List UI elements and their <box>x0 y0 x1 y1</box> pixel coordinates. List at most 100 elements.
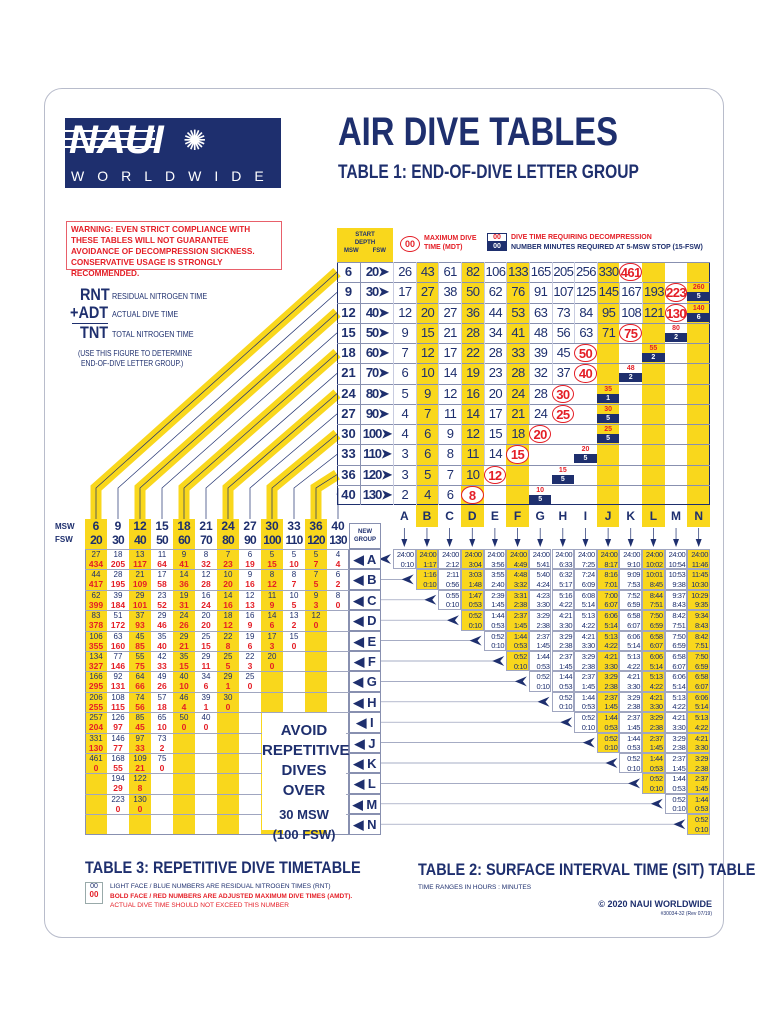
amdt-value: 58 <box>157 579 167 590</box>
sit-from: 0:52 <box>513 652 527 661</box>
connector-line <box>315 474 338 519</box>
depth-fsw: 80➤ <box>365 385 389 401</box>
deco-time: 20 <box>581 446 590 454</box>
diver-icon: ✺ <box>183 125 207 156</box>
legend-bold-text: BOLD FACE / RED NUMBERS ARE ADJUSTED MAX… <box>110 893 353 900</box>
sit-to: 6:09 <box>581 579 595 589</box>
fsw-label: FSW <box>55 535 73 544</box>
rnt-value: 134 <box>89 652 103 661</box>
sit-cell: 7:52 6:59 <box>619 589 643 611</box>
amdt-value: 21 <box>135 763 145 773</box>
row-divider <box>85 549 349 550</box>
amdt-value: 32 <box>201 559 211 569</box>
sit-from: 6:58 <box>649 631 663 641</box>
sit-from: 6:06 <box>649 652 663 661</box>
sit-to: 8:43 <box>672 600 686 610</box>
dive-time: 9 <box>438 424 461 445</box>
sit-cell: 3:29 2:38 <box>687 753 710 774</box>
sit-from: 24:00 <box>532 550 550 559</box>
dive-time: 133 <box>506 262 529 283</box>
rnt-value: 92 <box>113 672 123 682</box>
left-arrow-icon <box>628 778 641 789</box>
amdt-value: 4 <box>181 701 187 712</box>
rnt-value: 109 <box>133 754 147 763</box>
dive-time: 45 <box>551 343 575 364</box>
sit-cell: 4:23 3:30 <box>528 589 552 611</box>
amdt-value: 85 <box>135 640 145 651</box>
sit-cell: 24:00 4:49 <box>506 549 529 570</box>
sit-from: 0:52 <box>604 733 618 743</box>
sit-to: 6:07 <box>649 641 663 651</box>
sit-from: 0:52 <box>694 815 708 825</box>
rnt-value: 30 <box>223 692 233 702</box>
sit-from: 6:58 <box>627 611 641 621</box>
row-divider <box>85 712 349 714</box>
dive-time: 4 <box>393 403 416 424</box>
dive-time: 24 <box>506 383 529 404</box>
rnt-value: 29 <box>201 652 211 661</box>
legend-sample-bold: 00 <box>89 890 99 899</box>
rnt-value: 4 <box>335 550 341 559</box>
down-arrow-icon <box>423 539 430 547</box>
dive-time: 14 <box>483 444 507 465</box>
avoid-depth-fsw: (100 FSW) <box>272 827 336 842</box>
depth-msw: 12 <box>337 302 361 323</box>
amdt-value: 26 <box>179 620 189 631</box>
rnt-value: 223 <box>111 794 125 804</box>
amdt-value: 0 <box>115 803 121 814</box>
sit-from: 3:29 <box>604 672 618 682</box>
sit-from: 24:00 <box>396 550 414 559</box>
dive-time: 3 <box>393 444 416 465</box>
formula-note: (USE THIS FIGURE TO DETERMINE <box>78 349 193 358</box>
sit-from: 0:52 <box>536 672 550 682</box>
left-arrow-icon <box>446 615 459 626</box>
sit-cell: 0:52 0:10 <box>687 814 710 835</box>
depth-msw: 12 <box>133 519 147 533</box>
rnt-value: 5 <box>313 550 319 559</box>
sit-cell: 1:47 0:53 <box>460 589 484 611</box>
amdt-value: 0 <box>247 681 253 692</box>
amdt-value: 6 <box>269 620 275 631</box>
amdt-value: 20 <box>201 620 211 631</box>
deco-time: 55 <box>649 345 658 352</box>
rnt-value: 22 <box>223 631 233 641</box>
sit-to: 4:22 <box>581 620 595 630</box>
sit-cell: 2:37 1:45 <box>574 671 597 692</box>
depth-msw: 18 <box>177 519 191 533</box>
amdt-value: 9 <box>269 599 275 610</box>
down-arrow-icon <box>401 539 408 547</box>
down-arrow-icon <box>627 539 634 547</box>
sit-cell: 10:29 9:35 <box>687 589 710 611</box>
rnt-value: 35 <box>157 631 167 641</box>
sit-cell: 3:29 2:38 <box>664 732 688 753</box>
sit-cell: 3:29 2:38 <box>619 691 643 713</box>
rnt-abbr: RNT <box>80 285 110 304</box>
rnt-value: 14 <box>267 611 277 621</box>
sit-to: 6:59 <box>649 620 663 630</box>
depth-fsw: 90 <box>244 533 257 547</box>
connector-line <box>205 373 338 519</box>
rnt-value: 7 <box>313 570 319 580</box>
sit-to: 2:38 <box>581 661 595 671</box>
sit-from: 6:06 <box>604 611 618 621</box>
amdt-value: 75 <box>135 661 145 671</box>
rnt-value: 166 <box>89 672 103 682</box>
dive-time: 17 <box>483 403 507 424</box>
dive-time: 22 <box>460 343 484 364</box>
depth-fsw: 20➤ <box>365 264 389 279</box>
dive-time: 63 <box>528 302 552 323</box>
depth-msw: 27 <box>243 519 257 533</box>
deco-stop-minutes: 5 <box>528 494 552 504</box>
down-arrow-icon <box>582 539 589 547</box>
sit-to: 6:59 <box>672 641 686 651</box>
dive-time: 32 <box>528 363 552 384</box>
sit-from: 3:29 <box>559 631 573 641</box>
sit-to: 0:10 <box>536 681 550 691</box>
rnt-value: 6 <box>335 570 341 580</box>
sit-cell: 2:37 1:45 <box>664 753 688 774</box>
rnt-value: 8 <box>335 590 341 600</box>
depth-fsw: 110➤ <box>363 446 392 462</box>
left-arrow-icon <box>514 676 527 687</box>
header-start: START <box>355 232 375 238</box>
sit-cell: 4:21 3:30 <box>687 732 710 753</box>
